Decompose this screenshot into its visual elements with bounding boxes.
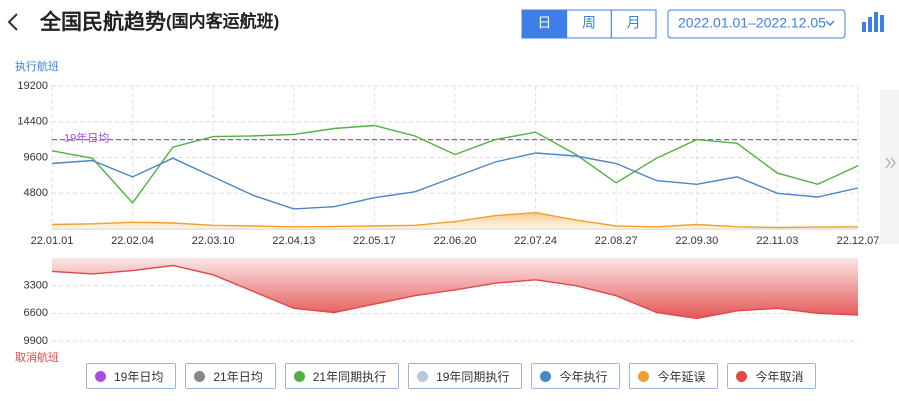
legend: 19年日均 21年日均 21年同期执行 19年同期执行 今年执行 今年延误 今年取消 bbox=[86, 363, 817, 389]
chart-icon[interactable] bbox=[862, 12, 884, 32]
period-button[interactable] bbox=[566, 9, 612, 39]
x-tick-label: 22.01.01 bbox=[31, 235, 74, 247]
subtitle: (国内客运航班) bbox=[166, 11, 279, 31]
period-switch: 日周月 bbox=[521, 9, 657, 39]
legend-label: 今年执行 bbox=[559, 369, 608, 384]
x-tick-label: 22.08.27 bbox=[595, 235, 638, 247]
legend-item[interactable]: 19年日均 bbox=[86, 363, 177, 389]
title: 全国民航趋势 bbox=[39, 10, 166, 34]
series-area bbox=[52, 258, 858, 319]
legend-item[interactable]: 19年同期执行 bbox=[408, 363, 523, 389]
legend-item[interactable]: 今年延误 bbox=[629, 363, 719, 389]
y-axis-label: 执行航班 bbox=[15, 59, 59, 73]
x-tick-label: 22.06.20 bbox=[434, 235, 477, 247]
x-tick-label: 22.03.10 bbox=[192, 235, 235, 247]
back-button[interactable] bbox=[7, 13, 18, 31]
period-label: 周 bbox=[582, 15, 596, 31]
y-tick-label: 3300 bbox=[24, 280, 48, 292]
legend-dot bbox=[293, 370, 305, 382]
series-line bbox=[51, 211, 859, 229]
legend-label: 今年延误 bbox=[657, 369, 706, 384]
legend-dot bbox=[540, 370, 552, 382]
legend-item[interactable]: 21年同期执行 bbox=[284, 363, 400, 389]
series-area bbox=[52, 212, 858, 229]
x-tick-label: 22.02.04 bbox=[111, 235, 154, 247]
side-panel[interactable] bbox=[880, 90, 899, 244]
y-tick-label: 9600 bbox=[24, 151, 48, 163]
legend-item[interactable]: 今年执行 bbox=[531, 363, 621, 389]
legend-label: 19年同期执行 bbox=[436, 369, 510, 384]
y-tick-label: 6600 bbox=[24, 307, 48, 319]
series-line bbox=[51, 264, 859, 320]
x-tick-label: 22.07.24 bbox=[514, 235, 557, 247]
legend-item[interactable]: 21年日均 bbox=[185, 363, 276, 389]
legend-dot bbox=[638, 370, 650, 382]
period-label: 月 bbox=[627, 15, 641, 31]
x-tick-label: 22.12.07 bbox=[837, 235, 880, 247]
dropdown-icon bbox=[825, 20, 835, 26]
series-line bbox=[51, 124, 859, 205]
series-line bbox=[51, 152, 859, 210]
y-axis-label: 取消航班 bbox=[15, 350, 59, 364]
legend-label: 21年日均 bbox=[213, 369, 263, 384]
expand-icon bbox=[885, 157, 896, 169]
x-tick-label: 22.11.03 bbox=[756, 235, 798, 247]
legend-dot bbox=[736, 370, 748, 382]
period-button[interactable] bbox=[610, 9, 657, 39]
x-tick-label: 22.09.30 bbox=[675, 235, 718, 247]
y-tick-label: 14400 bbox=[17, 116, 48, 128]
legend-dot bbox=[194, 370, 206, 382]
x-tick-label: 22.04.13 bbox=[272, 235, 315, 247]
legend-item[interactable]: 今年取消 bbox=[727, 363, 817, 389]
page-title: 全国民航趋势(国内客运航班) bbox=[39, 10, 279, 34]
legend-dot bbox=[417, 370, 429, 382]
legend-label: 今年取消 bbox=[755, 369, 804, 384]
y-tick-label: 4800 bbox=[24, 187, 48, 199]
date-picker[interactable] bbox=[667, 9, 846, 39]
period-button[interactable] bbox=[521, 9, 568, 39]
x-tick-label: 22.05.17 bbox=[353, 235, 396, 247]
y-tick-label: 19200 bbox=[17, 80, 48, 92]
legend-label: 19年日均 bbox=[114, 369, 164, 384]
date-range: 2022.01.01–2022.12.05 bbox=[678, 15, 826, 31]
reference-label: 19年日均 bbox=[64, 131, 109, 145]
period-label: 日 bbox=[537, 15, 551, 31]
legend-dot bbox=[95, 370, 106, 382]
y-tick-label: 9900 bbox=[24, 335, 48, 347]
legend-label: 21年同期执行 bbox=[312, 369, 387, 384]
